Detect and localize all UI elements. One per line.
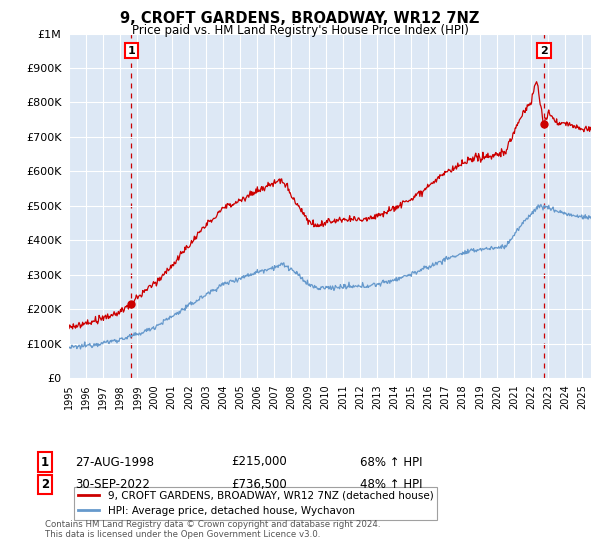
Text: Contains HM Land Registry data © Crown copyright and database right 2024.
This d: Contains HM Land Registry data © Crown c… bbox=[45, 520, 380, 539]
Text: £736,500: £736,500 bbox=[231, 478, 287, 491]
Legend: 9, CROFT GARDENS, BROADWAY, WR12 7NZ (detached house), HPI: Average price, detac: 9, CROFT GARDENS, BROADWAY, WR12 7NZ (de… bbox=[74, 487, 437, 520]
Text: 1: 1 bbox=[128, 46, 136, 55]
Text: 1: 1 bbox=[41, 455, 49, 469]
Text: 2: 2 bbox=[41, 478, 49, 491]
Text: £215,000: £215,000 bbox=[231, 455, 287, 469]
Text: Price paid vs. HM Land Registry's House Price Index (HPI): Price paid vs. HM Land Registry's House … bbox=[131, 24, 469, 36]
Text: 48% ↑ HPI: 48% ↑ HPI bbox=[360, 478, 422, 491]
Text: 2: 2 bbox=[540, 46, 548, 55]
Text: 9, CROFT GARDENS, BROADWAY, WR12 7NZ: 9, CROFT GARDENS, BROADWAY, WR12 7NZ bbox=[121, 11, 479, 26]
Text: 68% ↑ HPI: 68% ↑ HPI bbox=[360, 455, 422, 469]
Text: 30-SEP-2022: 30-SEP-2022 bbox=[75, 478, 150, 491]
Text: 27-AUG-1998: 27-AUG-1998 bbox=[75, 455, 154, 469]
